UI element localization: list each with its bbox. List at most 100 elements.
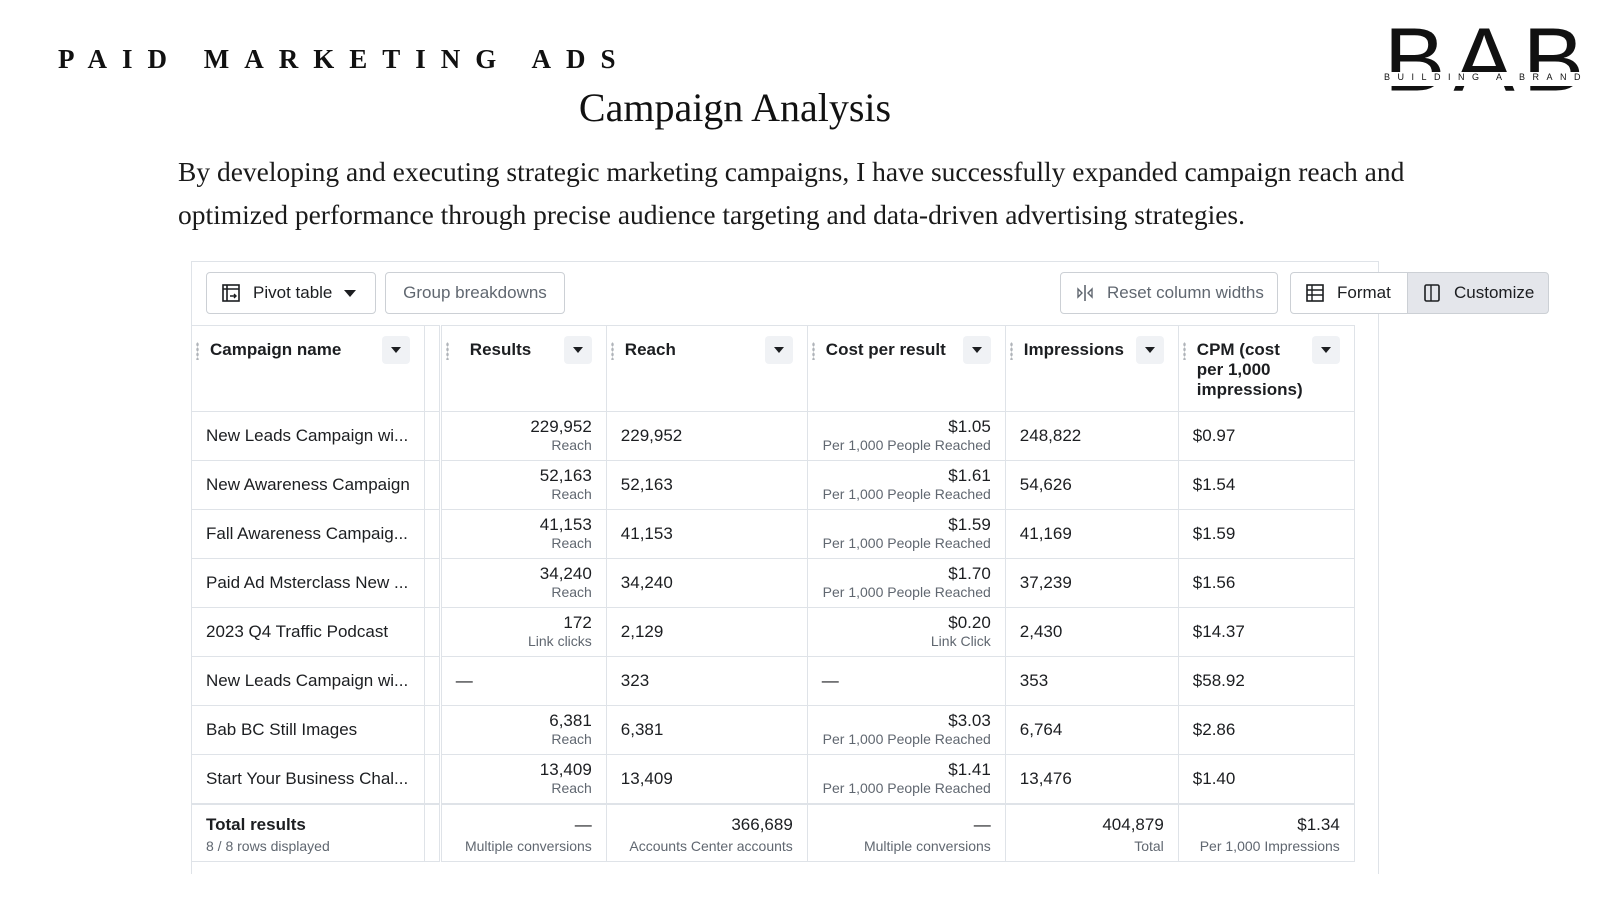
reach-cell: 13,409 — [606, 754, 808, 804]
drag-handle-icon[interactable] — [811, 342, 815, 360]
cpm-cell: $14.37 — [1178, 607, 1355, 657]
impressions-cell: 13,476 — [1005, 754, 1179, 804]
chevron-down-icon — [344, 289, 357, 297]
columns-icon — [1420, 281, 1444, 305]
cost-per-result-cell: $3.03 Per 1,000 People Reached — [807, 705, 1006, 755]
totals-cpm: $1.34 Per 1,000 Impressions — [1178, 802, 1355, 862]
table-row: New Leads Campaign wi... —323—353 $58.92 — [192, 656, 1355, 706]
campaign-name-link[interactable]: 2023 Q4 Traffic Podcast — [192, 607, 425, 657]
intro-paragraph: By developing and executing strategic ma… — [178, 156, 1405, 230]
pivot-icon — [219, 281, 243, 305]
reach-cell: 41,153 — [606, 509, 808, 559]
customize-button[interactable]: Customize — [1407, 272, 1549, 314]
campaign-name-link[interactable]: Fall Awareness Campaig... — [192, 509, 425, 559]
table-row: New Awareness Campaign 52,163 Reach 52,163 $… — [192, 460, 1355, 510]
campaign-name-link[interactable]: New Leads Campaign wi... — [192, 656, 425, 706]
table-row: New Leads Campaign wi... 229,952 Reach 229,… — [192, 411, 1355, 461]
format-button[interactable]: Format — [1290, 272, 1408, 314]
page-title: Campaign Analysis — [578, 85, 892, 130]
column-menu-button[interactable] — [764, 336, 793, 364]
campaign-name-link[interactable]: New Awareness Campaign — [192, 460, 425, 510]
impressions-cell: 6,764 — [1005, 705, 1179, 755]
col-header-cpm[interactable]: CPM (cost per 1,000 impressions) — [1178, 325, 1355, 412]
table-row: 2023 Q4 Traffic Podcast 172 Link clicks 2,1… — [192, 607, 1355, 657]
table-row: Start Your Business Chal... 13,409 Reach 13… — [192, 754, 1355, 804]
reset-column-widths-label: Reset column widths — [1107, 283, 1264, 302]
campaign-name-link[interactable]: New Leads Campaign wi... — [192, 411, 425, 461]
pivot-table-label: Pivot table — [253, 283, 333, 302]
drag-handle-icon[interactable] — [196, 342, 199, 360]
results-cell: — — [440, 656, 607, 706]
pivot-table-button[interactable]: Pivot table — [206, 272, 376, 314]
logo-tagline: BUILDING A BRAND — [1384, 72, 1589, 82]
group-breakdowns-button[interactable]: Group breakdowns — [385, 272, 565, 314]
cost-per-result-cell: $1.61 Per 1,000 People Reached — [807, 460, 1006, 510]
column-menu-button[interactable] — [381, 336, 410, 364]
reach-cell: 6,381 — [606, 705, 808, 755]
logo-letters: BAB — [1384, 10, 1593, 110]
col-header-reach[interactable]: Reach — [606, 325, 808, 412]
drag-handle-icon[interactable] — [1009, 342, 1013, 360]
column-menu-button[interactable] — [1135, 336, 1164, 364]
campaign-name-link[interactable]: Paid Ad Msterclass New ... — [192, 558, 425, 608]
totals-reach: 366,689 Accounts Center accounts — [606, 802, 808, 862]
totals-results: — Multiple conversions — [440, 802, 607, 862]
results-cell: 52,163 Reach — [440, 460, 607, 510]
cost-per-result-cell: $0.20 Link Click — [807, 607, 1006, 657]
totals-cost: — Multiple conversions — [807, 802, 1006, 862]
results-cell: 41,153 Reach — [440, 509, 607, 559]
reach-cell: 52,163 — [606, 460, 808, 510]
impressions-cell: 2,430 — [1005, 607, 1179, 657]
cpm-cell: $2.86 — [1178, 705, 1355, 755]
cost-per-result-cell: $1.70 Per 1,000 People Reached — [807, 558, 1006, 608]
results-cell: 172 Link clicks — [440, 607, 607, 657]
table-header-row: Campaign name Results Reach Cost per res… — [192, 325, 1355, 412]
cpm-cell: $1.59 — [1178, 509, 1355, 559]
drag-handle-icon[interactable] — [445, 342, 449, 360]
format-label: Format — [1337, 283, 1391, 302]
drag-handle-icon[interactable] — [1182, 342, 1186, 360]
column-resize-icon — [1073, 281, 1097, 305]
ads-report-panel: Pivot table Group breakdowns Reset colum… — [191, 261, 1549, 874]
reach-cell: 2,129 — [606, 607, 808, 657]
column-menu-button[interactable] — [1311, 336, 1340, 364]
drag-handle-icon[interactable] — [610, 342, 614, 360]
cpm-cell: $1.56 — [1178, 558, 1355, 608]
impressions-cell: 54,626 — [1005, 460, 1179, 510]
format-grid-icon — [1303, 281, 1327, 305]
cpm-cell: $0.97 — [1178, 411, 1355, 461]
campaign-name-link[interactable]: Bab BC Still Images — [192, 705, 425, 755]
cpm-cell: $1.54 — [1178, 460, 1355, 510]
cost-per-result-cell: — — [807, 656, 1006, 706]
impressions-cell: 37,239 — [1005, 558, 1179, 608]
col-header-campaign-name[interactable]: Campaign name — [192, 325, 425, 412]
customize-label: Customize — [1454, 283, 1535, 302]
results-cell: 229,952 Reach — [440, 411, 607, 461]
col-header-cost-per-result[interactable]: Cost per result — [807, 325, 1006, 412]
cost-per-result-cell: $1.41 Per 1,000 People Reached — [807, 754, 1006, 804]
table-row: Bab BC Still Images 6,381 Reach 6,381 $3.03 P… — [192, 705, 1355, 755]
cpm-cell: $58.92 — [1178, 656, 1355, 706]
group-breakdowns-label: Group breakdowns — [403, 283, 547, 302]
totals-label-cell: Total results 8 / 8 rows displayed — [192, 802, 425, 862]
cost-per-result-cell: $1.59 Per 1,000 People Reached — [807, 509, 1006, 559]
reset-column-widths-button[interactable]: Reset column widths — [1060, 272, 1278, 314]
impressions-cell: 248,822 — [1005, 411, 1179, 461]
impressions-cell: 353 — [1005, 656, 1179, 706]
results-cell: 13,409 Reach — [440, 754, 607, 804]
totals-row: Total results 8 / 8 rows displayed — Multi… — [192, 802, 1355, 862]
campaign-name-link[interactable]: Start Your Business Chal... — [192, 754, 425, 804]
impressions-cell: 41,169 — [1005, 509, 1179, 559]
section-title: PAID MARKETING ADS — [58, 44, 631, 74]
bab-logo: BAB BUILDING A BRAND — [1378, 10, 1594, 110]
reach-cell: 34,240 — [606, 558, 808, 608]
reach-cell: 323 — [606, 656, 808, 706]
cost-per-result-cell: $1.05 Per 1,000 People Reached — [807, 411, 1006, 461]
col-header-impressions[interactable]: Impressions — [1005, 325, 1179, 412]
results-cell: 34,240 Reach — [440, 558, 607, 608]
reach-cell: 229,952 — [606, 411, 808, 461]
col-header-results[interactable]: Results — [440, 325, 607, 412]
column-menu-button[interactable] — [563, 336, 592, 364]
column-menu-button[interactable] — [962, 336, 991, 364]
table-row: Fall Awareness Campaig... 41,153 Reach 41,1… — [192, 509, 1355, 559]
